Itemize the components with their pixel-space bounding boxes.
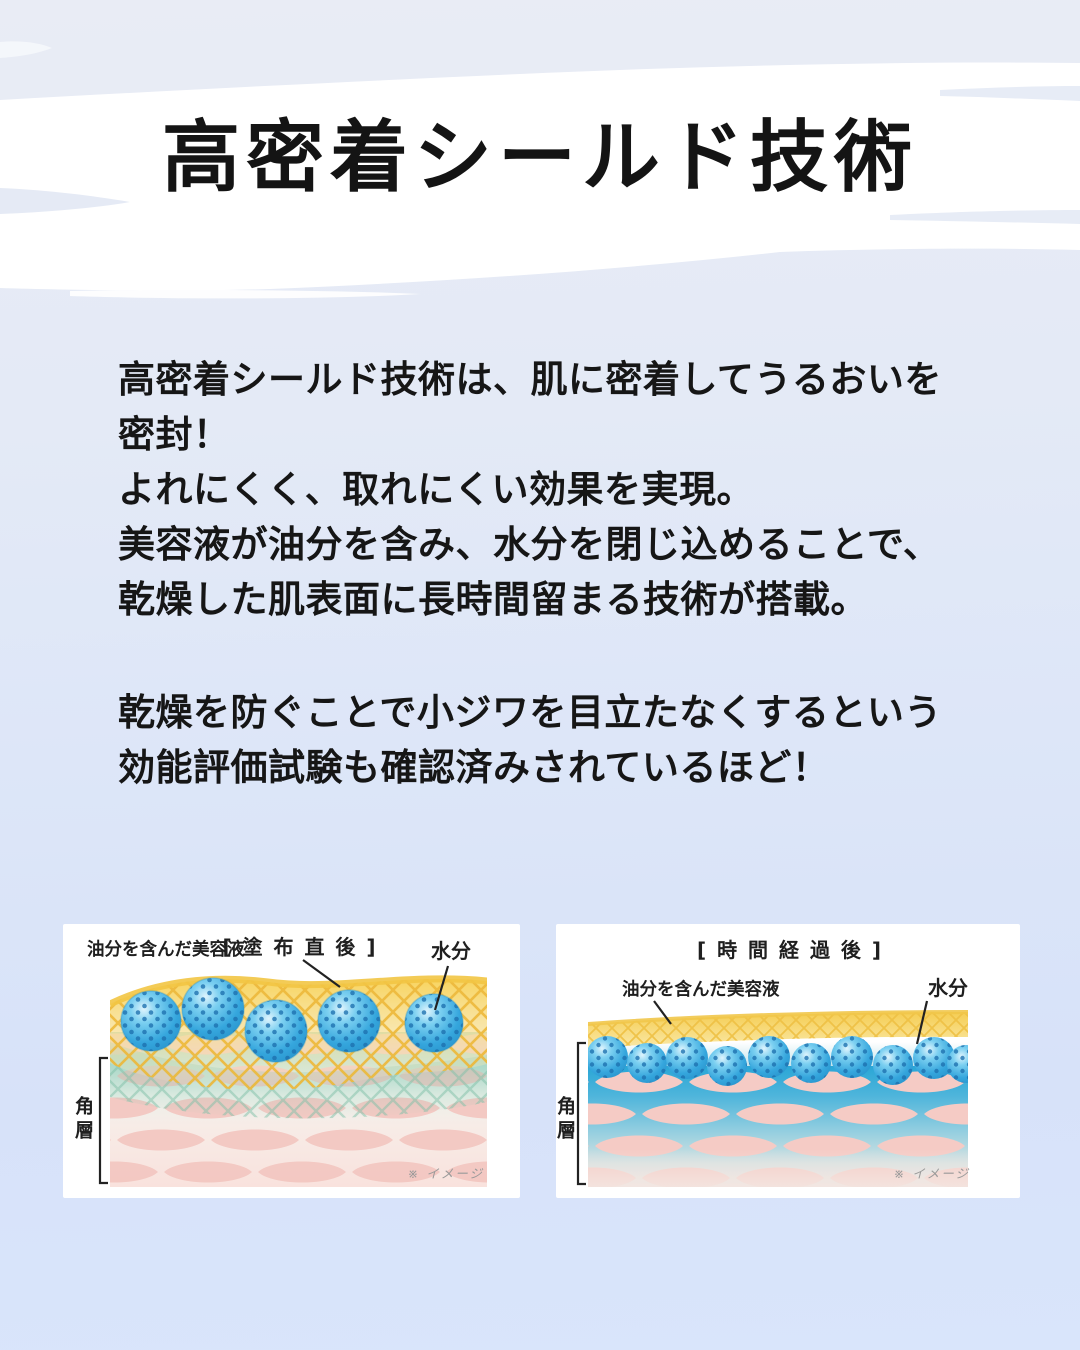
brush-tail-bottom xyxy=(70,290,420,299)
moisture-pointer-line xyxy=(915,1000,929,1045)
diagram-before-card: 油分を含んだ美容液 [ 塗 布 直 後 ] 水分 角層 ※ イメージ xyxy=(63,924,520,1198)
stratum-bracket xyxy=(576,1041,586,1186)
before-illustration xyxy=(110,975,487,1187)
moisture-spheres xyxy=(588,1036,968,1086)
stage-label: [ 時 間 経 過 後 ] xyxy=(697,938,883,962)
brush-stroke-main xyxy=(0,62,1080,291)
body-line: 乾燥した肌表面に長時間留まる技術が搭載。 xyxy=(118,578,868,621)
after-illustration xyxy=(588,1010,968,1187)
stratum-bracket xyxy=(98,1056,108,1185)
stratum-label: 角層 xyxy=(556,1095,576,1144)
body-line: 高密着シールド技術は、肌に密着してうるおいを xyxy=(118,358,942,401)
body-line: 密封！ xyxy=(118,413,231,456)
body-line: よれにくく、取れにくい効果を実現。 xyxy=(118,468,755,511)
serum-pointer-line xyxy=(653,1000,672,1025)
stratum-label: 角層 xyxy=(72,1095,94,1144)
bottom-fade xyxy=(588,1149,968,1187)
diagram-before: 油分を含んだ美容液 [ 塗 布 直 後 ] 水分 角層 ※ イメージ xyxy=(72,935,487,1187)
body-line: 乾燥を防ぐことで小ジワを目立たなくするという xyxy=(118,691,942,734)
brush-stroke-band xyxy=(0,41,1080,299)
image-note: ※ イメージ xyxy=(894,1166,970,1181)
moisture-pointer-line xyxy=(433,965,450,1011)
page-title: 高密着シールド技術 xyxy=(161,113,918,203)
brush-notch-left xyxy=(0,188,130,214)
image-note: ※ イメージ xyxy=(408,1166,484,1181)
brush-notch-right-upper xyxy=(940,86,1080,101)
body-line: 美容液が油分を含み、水分を閉じ込めることで、 xyxy=(118,523,941,566)
serum-label: 油分を含んだ美容液 xyxy=(622,979,780,1000)
serum-label: 油分を含んだ美容液 xyxy=(87,939,245,960)
stage-label: [ 塗 布 直 後 ] xyxy=(222,935,377,959)
brush-streak-top-left xyxy=(0,41,52,58)
oil-mesh-outline xyxy=(110,975,487,1008)
oil-film-outline xyxy=(588,1010,968,1026)
serum-pointer-line xyxy=(302,959,341,988)
moisture-label: 水分 xyxy=(431,939,471,963)
moisture-spheres xyxy=(120,977,464,1063)
diagram-after: [ 時 間 経 過 後 ] 油分を含んだ美容液 水分 角層 ※ イメージ xyxy=(554,938,970,1187)
brush-notch-right-lower xyxy=(890,210,1080,224)
moisture-label: 水分 xyxy=(928,976,968,1000)
body-copy: 高密着シールド技術は、肌に密着してうるおいを 密封！ よれにくく、取れにくい効果… xyxy=(118,352,998,795)
diagram-after-card: [ 時 間 経 過 後 ] 油分を含んだ美容液 水分 角層 ※ イメージ xyxy=(554,924,1020,1198)
body-line: 効能評価試験も確認済みされているほど！ xyxy=(118,746,830,789)
